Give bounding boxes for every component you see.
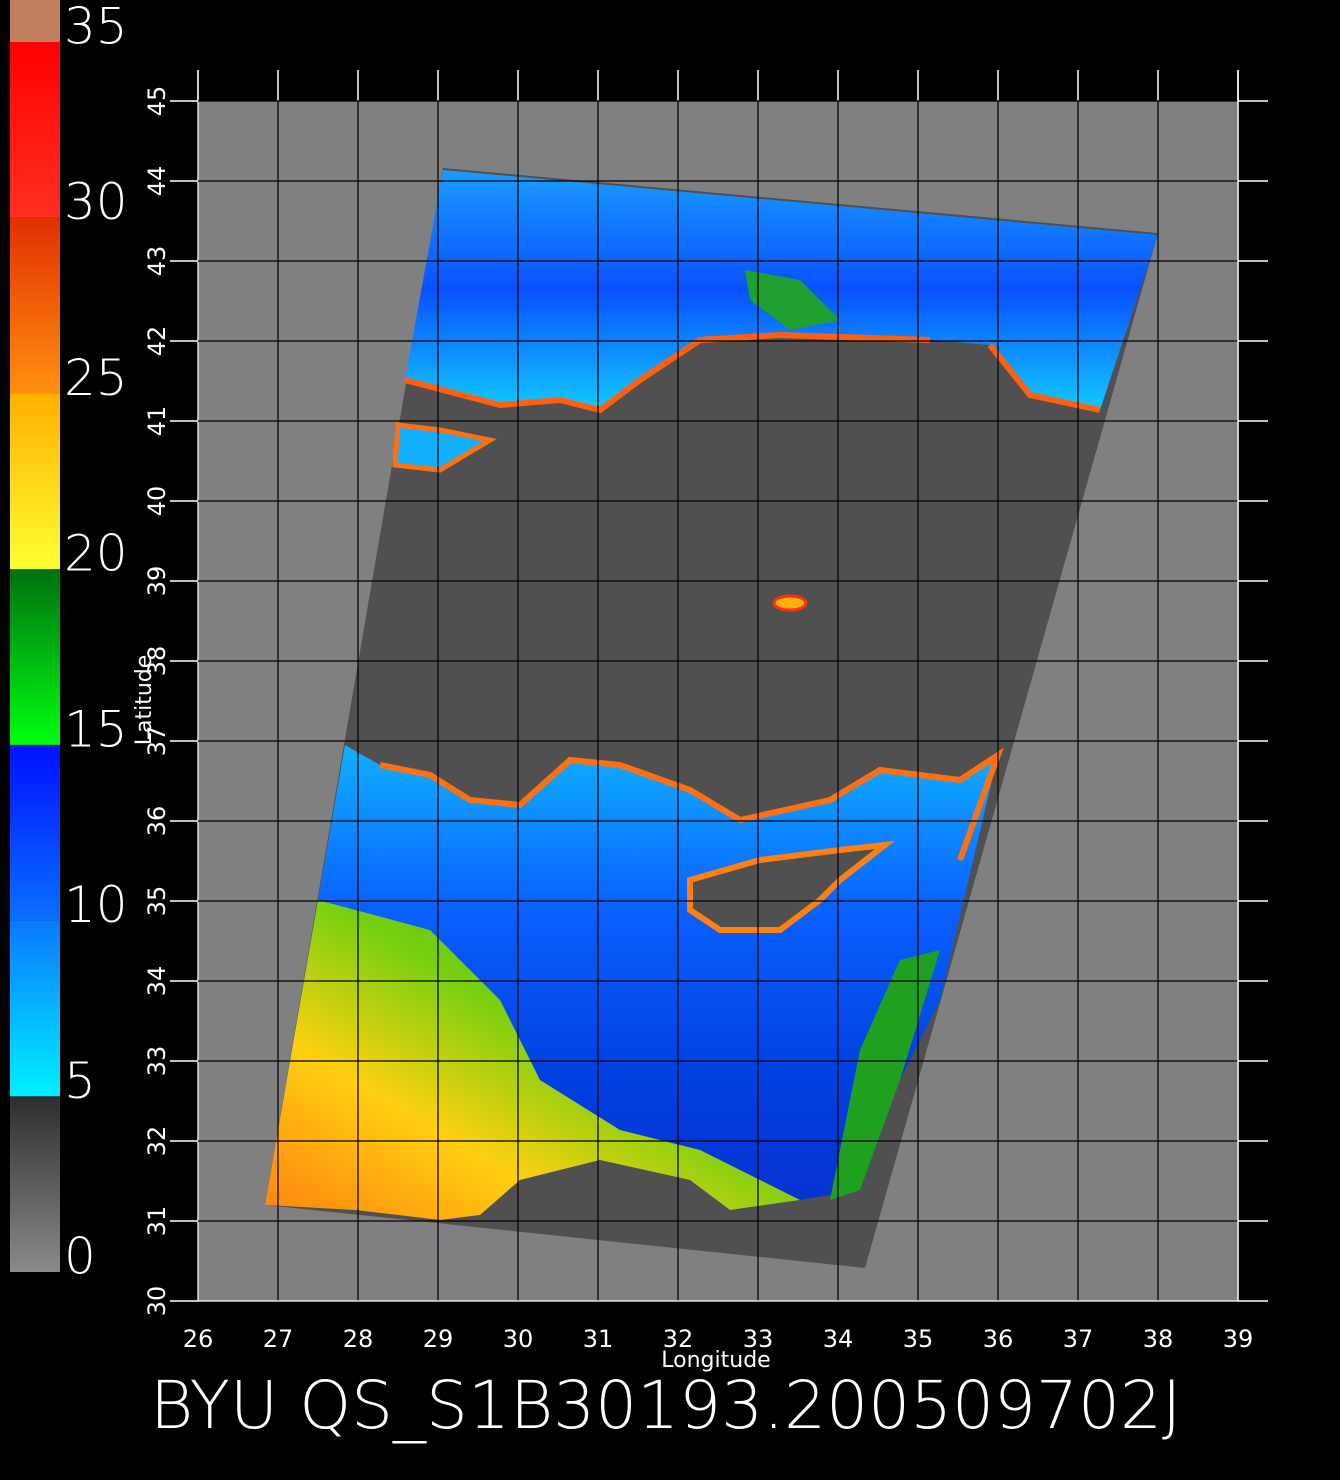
- y-axis-label: Latitude: [132, 655, 157, 746]
- y-tick-label: 34: [143, 966, 171, 997]
- y-tick-label: 33: [143, 1046, 171, 1077]
- y-tick-label: 36: [143, 806, 171, 837]
- title: BYU QS_S1B30193.200509702J: [150, 1367, 1181, 1444]
- coast: [379, 747, 1004, 862]
- x-tick-label: 32: [663, 1325, 694, 1353]
- y-tick-label: 41: [143, 406, 171, 437]
- coast: [404, 331, 931, 414]
- y-tick-label: 35: [143, 886, 171, 917]
- y-tick-label: 42: [143, 326, 171, 357]
- y-tick-label: 32: [143, 1126, 171, 1157]
- marmara: [392, 422, 497, 473]
- lake: [772, 594, 808, 612]
- y-tick-label: 44: [143, 166, 171, 197]
- colorbar-label: 15: [64, 700, 128, 758]
- colorbar-label: 0: [64, 1228, 96, 1286]
- y-tick-label: 30: [143, 1286, 171, 1317]
- y-tick-label: 45: [143, 86, 171, 117]
- x-tick-label: 35: [903, 1325, 934, 1353]
- colorbar-segment: [10, 393, 60, 570]
- x-tick-label: 39: [1223, 1325, 1254, 1353]
- colorbar-segment: [10, 42, 60, 218]
- colorbar-segment: [10, 217, 60, 394]
- coast: [987, 343, 1101, 413]
- x-tick-label: 26: [183, 1325, 214, 1353]
- y-tick-label: 40: [143, 486, 171, 517]
- x-tick-label: 27: [263, 1325, 294, 1353]
- y-tick-label: 43: [143, 246, 171, 277]
- colorbar-label: 30: [64, 173, 128, 231]
- colorbar-top: [10, 0, 60, 42]
- x-tick-label: 28: [343, 1325, 374, 1353]
- grid: 26 27 28 29 30 31 32 33 34 35 36 37 38 39 30 31 32 33 34 35…: [143, 70, 1268, 1353]
- x-tick-label: 36: [983, 1325, 1014, 1353]
- levant-winds: [830, 950, 940, 1200]
- cyprus: [687, 840, 896, 933]
- warm-winds: [265, 900, 800, 1220]
- colorbar-label: 25: [64, 349, 128, 407]
- y-tick-label: 37: [143, 726, 171, 757]
- colorbar-segment: [10, 1096, 60, 1272]
- x-axis-label: Longitude: [661, 1348, 770, 1373]
- x-tick-label: 31: [583, 1325, 614, 1353]
- x-tick-label: 29: [423, 1325, 454, 1353]
- x-tick-label: 33: [743, 1325, 774, 1353]
- wind-patch: [745, 270, 840, 330]
- y-tick-label: 31: [143, 1206, 171, 1237]
- colorbar: 0 5 10 15 20 25 30 35: [10, 0, 128, 1286]
- colorbar-segment: [10, 569, 60, 745]
- colorbar-segment: [10, 744, 60, 921]
- colorbar-label: 20: [64, 525, 128, 583]
- x-tick-label: 37: [1063, 1325, 1094, 1353]
- y-tick-label: 38: [143, 646, 171, 677]
- y-tick-label: 39: [143, 566, 171, 597]
- colorbar-label: 10: [64, 876, 128, 934]
- colorbar-segment: [10, 920, 60, 1097]
- colorbar-label: 35: [64, 0, 128, 56]
- x-tick-label: 38: [1143, 1325, 1174, 1353]
- x-tick-label: 30: [503, 1325, 534, 1353]
- x-tick-label: 34: [823, 1325, 854, 1353]
- colorbar-label: 5: [64, 1052, 96, 1110]
